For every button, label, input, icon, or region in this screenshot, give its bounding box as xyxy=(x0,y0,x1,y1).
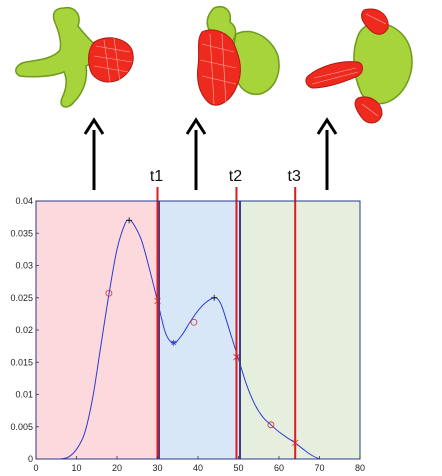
y-axis: 0 0.005 0.01 0.015 0.02 0.025 0.03 0.035 0.04 xyxy=(10,196,39,464)
threshold-label-t2: t2 xyxy=(229,168,242,185)
marker-circle xyxy=(267,421,275,429)
x-tick-label: 0 xyxy=(33,463,38,473)
region-3 xyxy=(238,201,360,459)
marker-circle xyxy=(105,289,113,297)
regions-layer xyxy=(36,201,360,459)
vertebra-icon xyxy=(197,6,280,106)
y-tick-label: 0 xyxy=(28,454,33,464)
x-axis: 0 10 20 30 40 50 60 70 80 xyxy=(33,456,365,473)
up-arrow-icon xyxy=(316,117,338,190)
vertebra-icon xyxy=(15,6,134,108)
marker-circle-shape xyxy=(267,421,275,429)
region-2 xyxy=(157,201,239,459)
x-tick-label: 30 xyxy=(152,463,162,473)
x-tick-label: 60 xyxy=(274,463,284,473)
y-tick-label: 0.025 xyxy=(10,293,33,303)
marker-plus-shape xyxy=(126,217,133,224)
marker-plus xyxy=(211,294,218,301)
marker-circle-shape xyxy=(105,289,113,297)
vertebra-icon xyxy=(305,8,413,124)
x-tick-label: 40 xyxy=(193,463,203,473)
marker-star-shape xyxy=(170,339,177,346)
up-arrow-icon xyxy=(185,117,207,190)
density-chart: 0 10 20 30 40 50 60 70 80 0 0.005 0.01 0.015 0.02 0.0… xyxy=(10,168,365,473)
up-arrow-icon xyxy=(83,117,105,190)
threshold-label-t3: t3 xyxy=(288,168,301,185)
y-tick-label: 0.035 xyxy=(10,228,33,238)
threshold-label-t1: t1 xyxy=(150,168,163,185)
marker-star xyxy=(170,339,177,346)
y-tick-label: 0.005 xyxy=(10,422,33,432)
x-tick-label: 80 xyxy=(355,463,365,473)
region-1 xyxy=(36,201,158,459)
markers-layer xyxy=(105,217,299,447)
marker-plus-shape xyxy=(211,294,218,301)
x-tick-label: 50 xyxy=(233,463,243,473)
x-tick-label: 20 xyxy=(112,463,122,473)
y-tick-label: 0.03 xyxy=(15,261,33,271)
x-tick-label: 70 xyxy=(314,463,324,473)
y-tick-label: 0.015 xyxy=(10,357,33,367)
threshold-labels: t1 t2 t3 xyxy=(150,168,301,185)
y-tick-label: 0.02 xyxy=(15,325,33,335)
x-tick-label: 10 xyxy=(71,463,81,473)
y-tick-label: 0.04 xyxy=(15,196,33,206)
marker-circle xyxy=(190,318,198,326)
marker-circle-shape xyxy=(190,318,198,326)
marker-plus xyxy=(126,217,133,224)
lines-layer xyxy=(156,187,297,459)
y-tick-label: 0.01 xyxy=(15,390,33,400)
